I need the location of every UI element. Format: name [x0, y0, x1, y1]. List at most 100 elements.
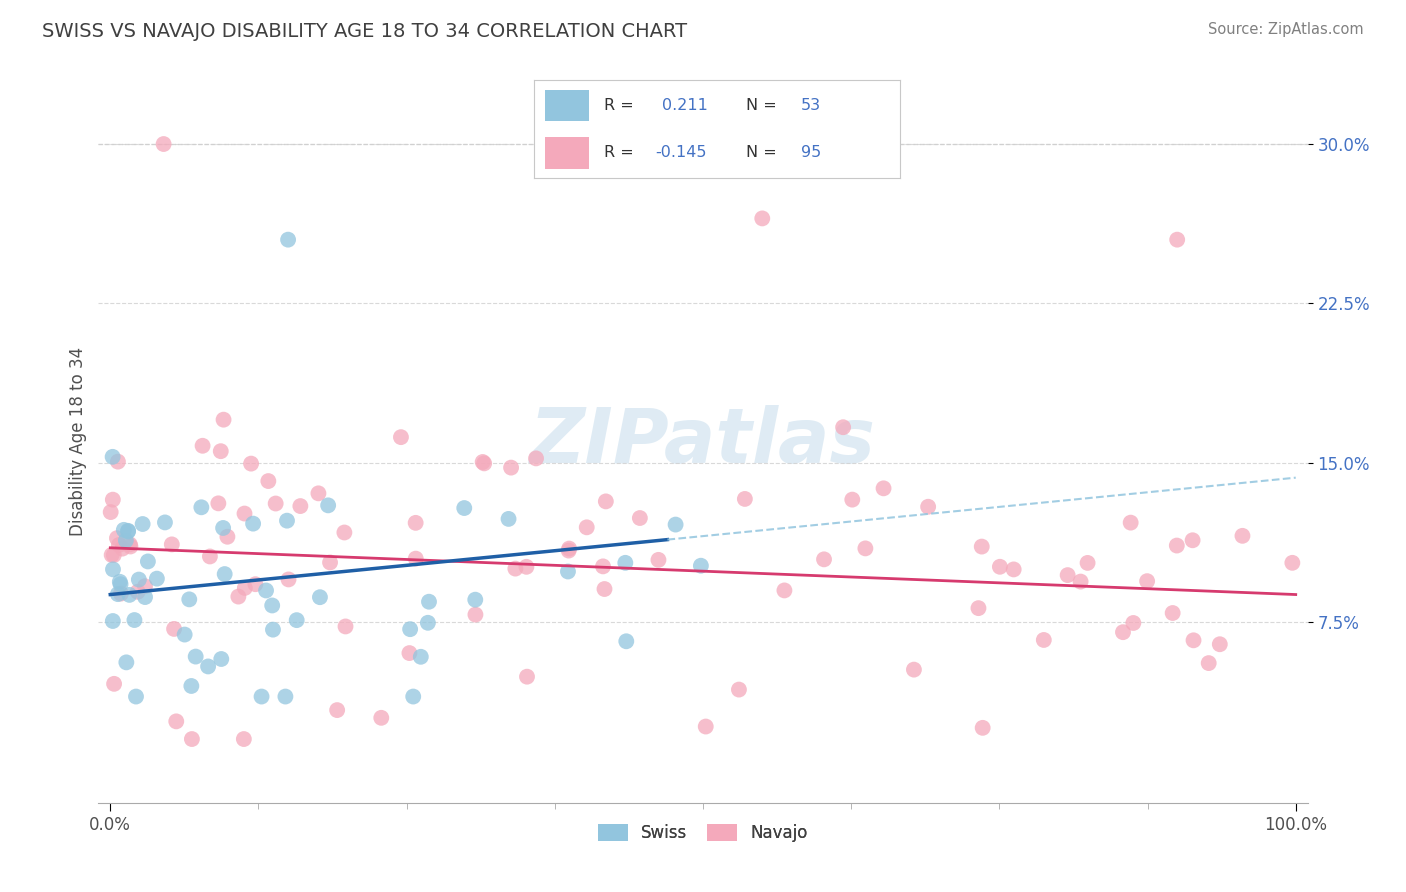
Point	[191, 439, 214, 453]
Point	[163, 622, 186, 636]
Point	[524, 451, 547, 466]
Point	[250, 690, 273, 704]
Point	[405, 516, 427, 530]
Point	[212, 521, 235, 535]
Point	[614, 556, 637, 570]
Point	[217, 530, 239, 544]
Point	[1136, 574, 1159, 589]
Point	[103, 677, 125, 691]
Point	[118, 588, 141, 602]
Point	[108, 538, 131, 552]
Point	[1209, 637, 1232, 651]
Point	[127, 584, 149, 599]
Text: N =: N =	[747, 98, 782, 113]
Point	[128, 573, 150, 587]
Point	[319, 556, 342, 570]
Point	[1122, 615, 1144, 630]
Point	[115, 533, 138, 548]
Point	[242, 516, 264, 531]
Point	[307, 486, 329, 500]
Text: R =: R =	[603, 145, 638, 161]
Point	[207, 496, 229, 510]
Point	[100, 505, 122, 519]
Point	[326, 703, 349, 717]
Point	[575, 520, 598, 534]
Point	[418, 595, 440, 609]
Text: ZIPatlas: ZIPatlas	[530, 405, 876, 478]
Point	[232, 732, 254, 747]
Point	[101, 562, 124, 576]
Point	[370, 711, 392, 725]
Point	[107, 455, 129, 469]
Point	[1198, 656, 1220, 670]
Point	[179, 592, 201, 607]
Point	[405, 551, 427, 566]
Point	[103, 548, 125, 562]
Point	[773, 583, 796, 598]
Text: 0.211: 0.211	[662, 98, 709, 113]
Point	[751, 211, 773, 226]
Point	[110, 586, 132, 600]
Point	[402, 690, 425, 704]
Point	[108, 574, 131, 589]
Point	[1281, 556, 1303, 570]
Point	[1032, 632, 1054, 647]
Point	[453, 501, 475, 516]
Point	[409, 649, 432, 664]
Point	[112, 523, 135, 537]
Point	[832, 420, 855, 434]
Point	[333, 525, 356, 540]
Point	[136, 554, 159, 568]
Point	[647, 553, 669, 567]
Point	[228, 590, 250, 604]
Point	[1181, 533, 1204, 548]
Point	[1182, 633, 1205, 648]
Y-axis label: Disability Age 18 to 34: Disability Age 18 to 34	[69, 347, 87, 536]
Point	[120, 540, 142, 554]
Point	[872, 481, 894, 495]
Point	[1166, 233, 1188, 247]
Point	[558, 541, 581, 556]
Point	[134, 579, 156, 593]
Point	[277, 573, 299, 587]
Point	[209, 444, 232, 458]
Point	[464, 592, 486, 607]
Point	[628, 511, 651, 525]
Text: 53: 53	[801, 98, 821, 113]
Point	[180, 679, 202, 693]
Point	[1119, 516, 1142, 530]
Point	[264, 496, 287, 510]
Point	[173, 627, 195, 641]
Point	[160, 537, 183, 551]
Point	[505, 561, 527, 575]
Point	[111, 541, 134, 556]
Point	[665, 517, 688, 532]
Point	[690, 558, 713, 573]
Point	[115, 656, 138, 670]
Point	[917, 500, 939, 514]
Point	[245, 577, 267, 591]
Point	[464, 607, 486, 622]
Point	[472, 456, 495, 470]
Point	[734, 491, 756, 506]
Point	[152, 136, 174, 151]
Point	[197, 659, 219, 673]
Point	[101, 450, 124, 464]
Text: N =: N =	[747, 145, 782, 161]
Point	[165, 714, 187, 729]
Point	[290, 499, 312, 513]
Point	[153, 516, 176, 530]
Point	[316, 499, 339, 513]
Legend: Swiss, Navajo: Swiss, Navajo	[591, 817, 815, 848]
Point	[254, 583, 277, 598]
Point	[498, 512, 520, 526]
Point	[967, 601, 990, 615]
Point	[134, 590, 156, 604]
Point	[233, 581, 256, 595]
Point	[131, 516, 153, 531]
Point	[595, 494, 617, 508]
Point	[416, 615, 439, 630]
Point	[399, 622, 422, 636]
Point	[240, 457, 263, 471]
Point	[233, 507, 256, 521]
